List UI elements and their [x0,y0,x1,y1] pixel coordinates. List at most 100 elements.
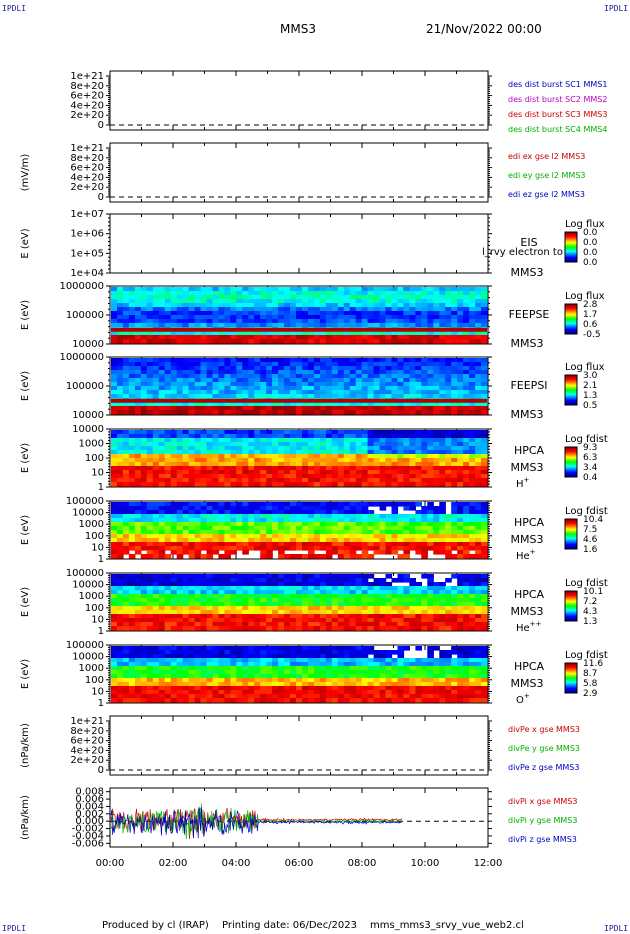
heatmap-cell [290,538,297,543]
heatmap-cell [224,358,231,363]
heatmap-cell [278,538,285,543]
heatmap-cell [463,390,470,395]
heatmap-cell [128,546,136,551]
heatmap-cell [170,466,178,471]
heatmap-cell [236,462,243,467]
heatmap-cell [278,406,285,411]
heatmap-cell [128,390,136,395]
heatmap-cell [170,606,178,611]
heatmap-cell [182,434,190,439]
heatmap-cell [355,339,363,344]
heatmap-cell [337,291,345,296]
heatmap-cell [469,482,476,487]
colorbar-tick-label: 6.3 [583,453,597,463]
heatmap-cell [355,582,363,587]
heatmap-cell [403,622,410,627]
heatmap-cell [158,578,166,583]
heatmap-cell [111,394,118,399]
heatmap-cell [337,374,345,379]
heatmap-cell [224,311,231,316]
heatmap-cell [457,598,464,603]
heatmap-cell [272,474,279,479]
heatmap-cell [355,386,363,391]
heatmap-cell [111,311,118,316]
heatmap-cell [427,542,434,547]
heatmap-cell [355,554,363,559]
heatmap-cell [122,582,130,587]
heatmap-cell [343,303,351,308]
heatmap-cell [170,538,178,543]
heatmap-cell [128,362,136,367]
heatmap-cell [140,458,148,463]
heatmap-cell [427,370,434,375]
heatmap-cell [266,550,273,555]
heatmap-cell [343,606,351,611]
heatmap-cell [200,386,208,391]
heatmap-cell [373,438,381,443]
heatmap-cell [337,466,345,471]
heatmap-cell [415,466,422,471]
heatmap-cell [128,582,136,587]
heatmap-cell [409,502,416,507]
heatmap-cell [266,438,273,443]
heatmap-cell [469,410,476,415]
heatmap-cell [421,299,428,304]
heatmap-cell [397,378,405,383]
heatmap-cell [325,534,333,539]
heatmap-cell [254,622,261,627]
heatmap-cell [128,462,136,467]
heatmap-cell [361,534,369,539]
heatmap-cell [355,534,363,539]
heatmap-cell [212,510,220,515]
heatmap-cell [457,295,464,300]
heatmap-cell [427,299,434,304]
heatmap-cell [206,546,214,551]
heatmap-cell [134,598,142,603]
heatmap-cell [427,358,434,363]
heatmap-cell [218,538,225,543]
heatmap-cell [433,510,440,515]
heatmap-cell [463,582,470,587]
heatmap-cell [224,386,231,391]
heatmap-cell [128,366,136,371]
heatmap-cell [134,430,142,435]
heatmap-cell [343,315,351,320]
heatmap-cell [337,610,345,615]
colorbar [564,518,578,550]
heatmap-cell [176,386,184,391]
heatmap-cell [236,394,243,399]
heatmap-cell [331,470,339,475]
heatmap-cell [385,526,393,531]
heatmap-cell [439,315,446,320]
heatmap-cell [266,622,273,627]
heatmap-cell [373,602,381,607]
heatmap-cell [421,434,428,439]
heatmap-cell [242,434,249,439]
heatmap-cell [230,534,237,539]
heatmap-cell [278,323,285,328]
heatmap-cell [302,514,309,519]
heatmap-cell [397,594,405,599]
heatmap-cell [445,458,452,463]
heatmap-cell [439,430,446,435]
heatmap-cell [236,410,243,415]
heatmap-cell [343,390,351,395]
heatmap-cell [355,394,363,399]
heatmap-cell [122,574,130,579]
heatmap-cell [481,366,488,371]
heatmap-cell [463,370,470,375]
heatmap-cell [415,534,422,539]
heatmap-cell [242,378,249,383]
heatmap-cell [296,410,303,415]
heatmap-cell [331,402,339,407]
heatmap-cell [254,446,261,451]
heatmap-cell [182,438,190,443]
heatmap-cell [170,438,178,443]
heatmap-cell [117,574,124,579]
heatmap-cell [117,534,124,539]
heatmap-cell [194,622,202,627]
heatmap-cell [415,474,422,479]
heatmap-cell [170,366,178,371]
heatmap-cell [236,502,243,507]
heatmap-cell [481,303,488,308]
